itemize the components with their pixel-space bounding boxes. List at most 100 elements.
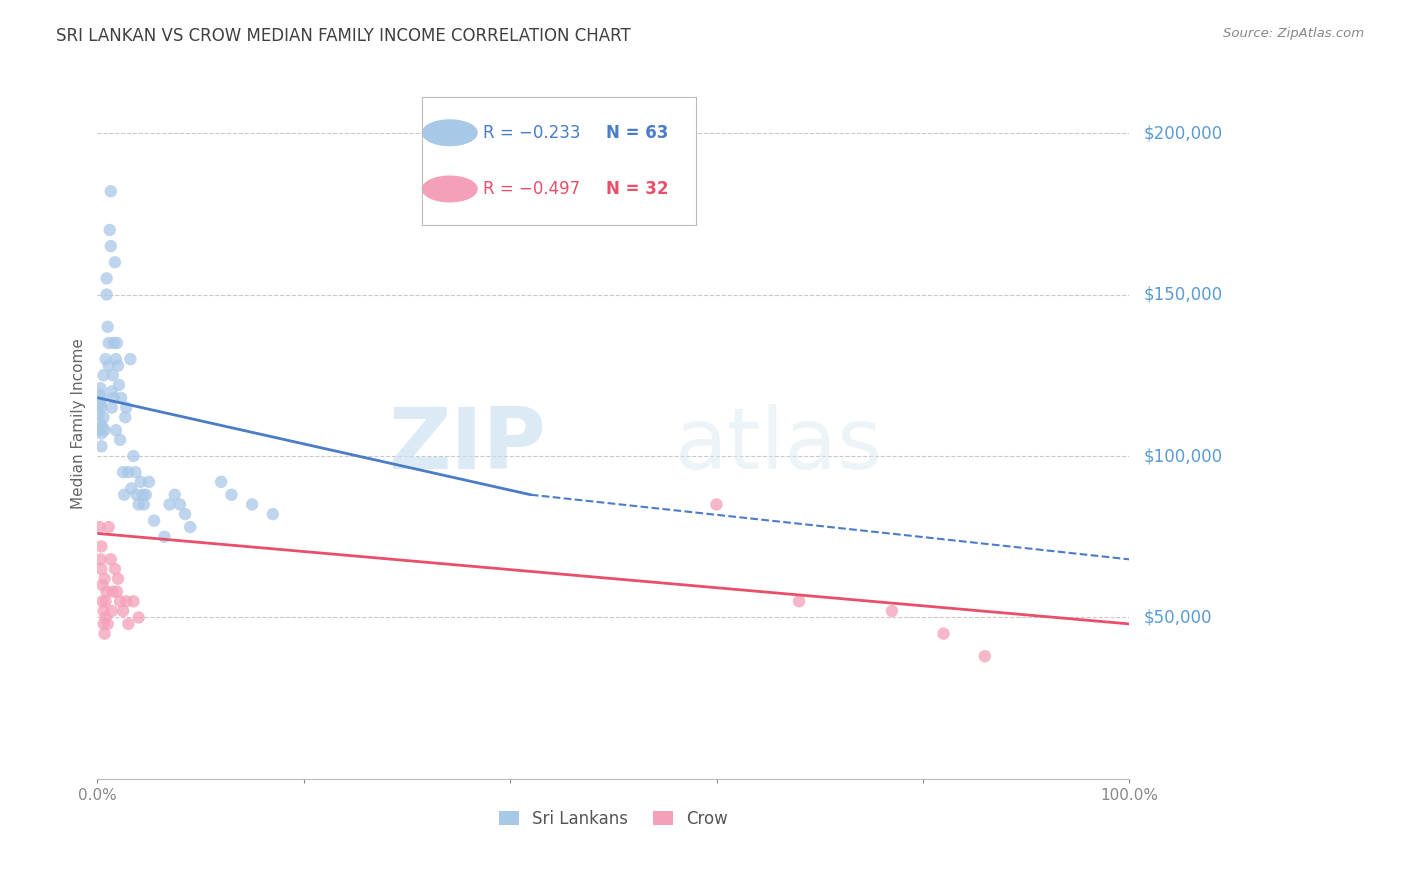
Point bbox=[143, 514, 166, 528]
Point bbox=[120, 481, 142, 495]
Text: SRI LANKAN VS CROW MEDIAN FAMILY INCOME CORRELATION CHART: SRI LANKAN VS CROW MEDIAN FAMILY INCOME … bbox=[56, 27, 631, 45]
Point bbox=[104, 423, 127, 437]
Point bbox=[128, 498, 150, 512]
Point bbox=[209, 475, 232, 489]
Point bbox=[100, 552, 122, 566]
Point bbox=[115, 401, 138, 415]
Point bbox=[880, 604, 903, 618]
Point bbox=[89, 397, 111, 411]
Point bbox=[104, 562, 127, 576]
Point bbox=[132, 488, 155, 502]
Point bbox=[89, 423, 111, 437]
Point bbox=[91, 420, 114, 434]
Point bbox=[93, 572, 115, 586]
Point bbox=[163, 488, 186, 502]
Point bbox=[96, 271, 118, 285]
Point bbox=[97, 616, 120, 631]
Point bbox=[94, 352, 117, 367]
Point bbox=[93, 368, 115, 383]
Point bbox=[138, 475, 160, 489]
Point bbox=[124, 465, 146, 479]
Point bbox=[104, 255, 127, 269]
Point bbox=[89, 387, 111, 401]
Point bbox=[105, 336, 128, 351]
Point bbox=[100, 239, 122, 253]
Point bbox=[110, 391, 132, 405]
Point bbox=[104, 352, 127, 367]
Point bbox=[97, 520, 120, 534]
Point bbox=[97, 319, 120, 334]
Point bbox=[132, 498, 155, 512]
Text: Source: ZipAtlas.com: Source: ZipAtlas.com bbox=[1223, 27, 1364, 40]
Legend: Sri Lankans, Crow: Sri Lankans, Crow bbox=[492, 803, 735, 835]
Point bbox=[100, 184, 122, 198]
Point bbox=[122, 449, 145, 463]
Point bbox=[973, 649, 995, 664]
Point bbox=[91, 578, 114, 592]
Point bbox=[240, 498, 263, 512]
Point bbox=[115, 594, 138, 608]
Point bbox=[112, 488, 135, 502]
Point bbox=[117, 616, 139, 631]
Point bbox=[93, 616, 115, 631]
Point bbox=[98, 223, 121, 237]
Point bbox=[90, 540, 112, 554]
Point bbox=[221, 488, 243, 502]
Point bbox=[90, 426, 112, 441]
Point bbox=[105, 584, 128, 599]
Point bbox=[932, 626, 955, 640]
Point bbox=[97, 336, 120, 351]
Point bbox=[93, 423, 115, 437]
Point bbox=[94, 610, 117, 624]
Point bbox=[96, 584, 118, 599]
Point bbox=[129, 475, 152, 489]
Point bbox=[706, 498, 728, 512]
Point bbox=[90, 401, 112, 415]
Point bbox=[97, 359, 120, 373]
Point bbox=[89, 520, 111, 534]
Point bbox=[93, 626, 115, 640]
Point bbox=[90, 439, 112, 453]
Text: atlas: atlas bbox=[675, 403, 883, 486]
Point bbox=[120, 352, 142, 367]
Point bbox=[112, 604, 135, 618]
Point bbox=[96, 287, 118, 301]
Point bbox=[89, 417, 111, 431]
Point bbox=[101, 368, 124, 383]
Point bbox=[107, 572, 129, 586]
Point bbox=[159, 498, 181, 512]
Point bbox=[108, 433, 131, 447]
Point bbox=[93, 604, 115, 618]
Point bbox=[90, 562, 112, 576]
Text: $50,000: $50,000 bbox=[1143, 608, 1212, 626]
Point bbox=[787, 594, 810, 608]
Point bbox=[91, 594, 114, 608]
Point bbox=[89, 381, 111, 395]
Point bbox=[153, 530, 176, 544]
Point bbox=[87, 407, 110, 421]
Point bbox=[117, 465, 139, 479]
Point bbox=[91, 391, 114, 405]
Point bbox=[101, 384, 124, 399]
Point bbox=[103, 391, 125, 405]
Point bbox=[108, 378, 131, 392]
Point bbox=[101, 401, 124, 415]
Text: ZIP: ZIP bbox=[388, 403, 547, 486]
Point bbox=[101, 584, 124, 599]
Point bbox=[114, 410, 136, 425]
Point bbox=[107, 359, 129, 373]
Text: $100,000: $100,000 bbox=[1143, 447, 1222, 465]
Point bbox=[169, 498, 191, 512]
Point bbox=[108, 594, 131, 608]
Point bbox=[93, 410, 115, 425]
Text: $150,000: $150,000 bbox=[1143, 285, 1222, 303]
Text: $200,000: $200,000 bbox=[1143, 124, 1222, 142]
Point bbox=[103, 336, 125, 351]
Point bbox=[174, 507, 197, 521]
Point bbox=[179, 520, 201, 534]
Point bbox=[94, 594, 117, 608]
Point bbox=[89, 552, 111, 566]
Point bbox=[122, 594, 145, 608]
Point bbox=[112, 465, 135, 479]
Point bbox=[101, 604, 124, 618]
